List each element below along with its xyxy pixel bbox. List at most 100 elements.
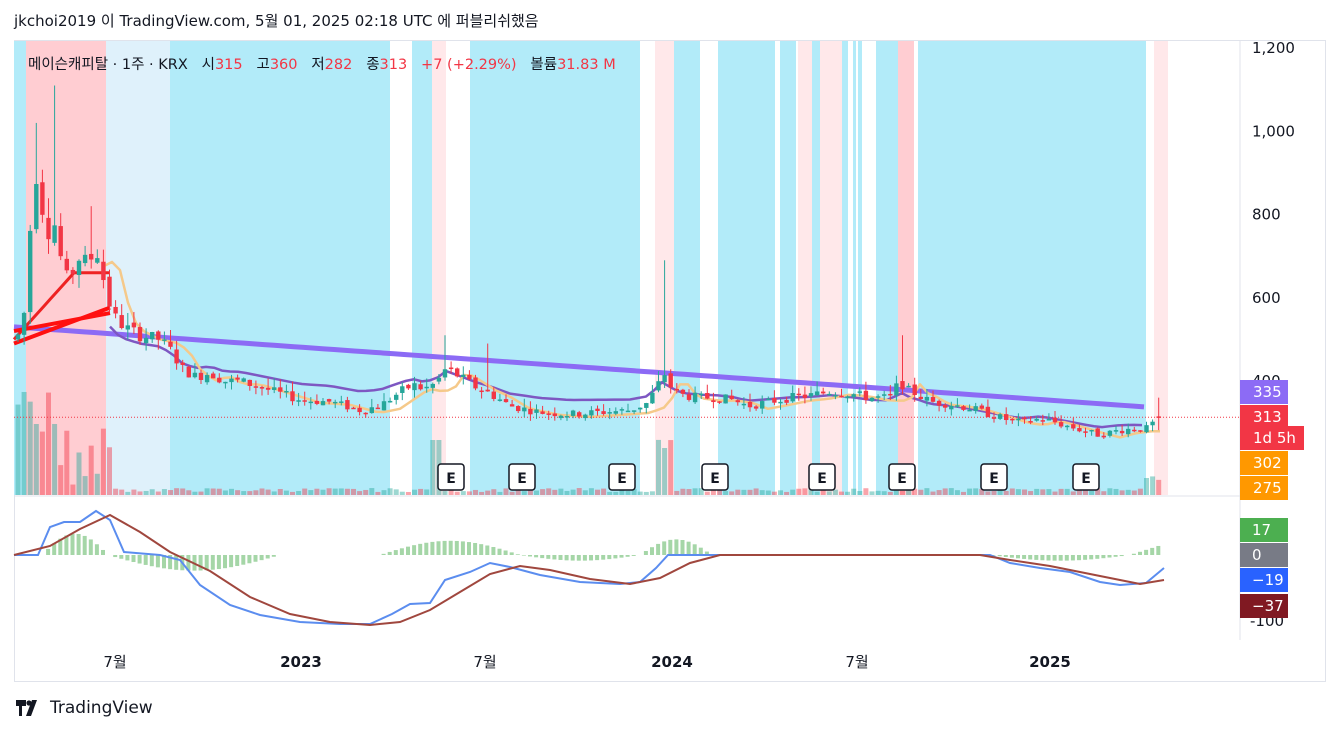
candle-body — [156, 331, 161, 340]
volume-bar — [1125, 489, 1131, 495]
macd-histogram-bar — [460, 541, 465, 555]
macd-histogram-bar — [643, 551, 648, 555]
volume-bar — [168, 490, 173, 495]
volume-bar — [1119, 490, 1125, 495]
candle-body — [58, 226, 63, 257]
volume-bar — [405, 491, 411, 495]
volume-bar — [143, 490, 149, 495]
volume-bar — [1015, 489, 1021, 495]
volume-bar — [21, 391, 27, 495]
candle-body — [991, 417, 997, 419]
volume-bar — [759, 490, 765, 495]
background-zones — [14, 41, 1168, 495]
price-tag-box — [1240, 405, 1288, 429]
macd-histogram-bar — [534, 555, 539, 558]
volume-bar — [381, 490, 387, 495]
volume-bar — [771, 491, 777, 495]
candle-body — [625, 410, 631, 413]
volume-bar — [839, 491, 844, 495]
macd-histogram-bar — [1034, 555, 1039, 560]
earnings-marker-label: E — [446, 471, 456, 487]
candle-body — [1046, 418, 1052, 421]
macd-histogram-bar — [88, 539, 93, 555]
volume-bar — [1095, 488, 1101, 495]
macd-histogram-bar — [521, 555, 526, 556]
macd-histogram-bar — [668, 539, 673, 555]
zone-band — [432, 41, 446, 495]
price-tag-label: 313 — [1253, 408, 1282, 426]
volume-bar — [1052, 491, 1058, 495]
time-tick-label: 2023 — [280, 653, 322, 671]
volume-bar — [387, 488, 393, 495]
volume-bar — [430, 440, 436, 495]
earnings-marker-box — [980, 463, 1008, 491]
volume-bar — [967, 488, 973, 495]
volume-bar — [1022, 489, 1027, 495]
volume-bar — [1046, 489, 1052, 495]
volume-bar — [1113, 488, 1119, 495]
candle-body — [497, 399, 503, 401]
volume-bar — [796, 488, 802, 495]
earnings-marker-label: E — [817, 471, 827, 487]
volume-bar — [131, 489, 137, 495]
volume-bar — [351, 488, 356, 495]
volume-bar — [704, 491, 710, 495]
volume-bar — [283, 490, 289, 495]
price-tick-label: 600 — [1252, 289, 1281, 307]
macd-signal-line — [13, 513, 1165, 627]
volume-bar — [277, 488, 283, 495]
zone-band — [898, 41, 914, 495]
volume-bar — [332, 488, 338, 495]
zone-band — [1154, 41, 1168, 495]
candle-body — [1077, 428, 1082, 432]
long-moving-average — [13, 324, 1145, 410]
candle-body — [979, 405, 984, 409]
volume-bar — [1028, 491, 1034, 495]
volume-bar — [625, 491, 631, 495]
zone-band — [483, 41, 640, 495]
volume-bar — [649, 491, 655, 495]
candle-body — [601, 411, 606, 414]
high-label: 고 — [256, 57, 270, 73]
earnings-marker-label: E — [897, 471, 907, 487]
candle-body — [692, 392, 698, 403]
candle-body — [1113, 430, 1119, 432]
volume-bar — [741, 489, 747, 495]
macd-histogram-bar — [1028, 555, 1033, 560]
candle-body — [699, 393, 704, 396]
symbol-name: 메이슨캐피탈 · 1주 · KRX — [28, 57, 188, 73]
volume-bar — [747, 489, 753, 495]
candle-body — [1040, 420, 1045, 422]
candle-body — [40, 182, 45, 215]
volume-bar — [442, 491, 448, 495]
volume-bar — [326, 488, 332, 495]
macd-histogram-bar — [595, 555, 600, 561]
volume-bar — [863, 488, 869, 495]
candle-body — [15, 334, 21, 340]
candle-body — [168, 341, 173, 347]
candle-body — [351, 407, 356, 410]
volume-bar — [70, 484, 76, 495]
candle-body — [491, 391, 496, 399]
tradingview-logo[interactable]: TradingView — [16, 698, 153, 718]
candle-body — [412, 383, 417, 391]
candle-body — [1138, 430, 1143, 432]
macd-histogram-bar — [241, 555, 246, 565]
volume-bar — [369, 488, 375, 495]
macd-histogram-bar — [564, 555, 569, 561]
candle-body — [808, 393, 814, 397]
macd-histogram-bar — [406, 546, 410, 555]
volume-bar — [674, 490, 680, 495]
volume-bar — [222, 490, 228, 495]
volume-bar — [448, 488, 454, 495]
earnings-marker: E — [808, 463, 836, 491]
volume-bar — [601, 488, 607, 495]
candle-body — [357, 407, 362, 413]
candle-body — [284, 391, 289, 393]
candle-body — [735, 400, 740, 403]
candle-body — [589, 410, 594, 416]
macd-histogram-bar — [113, 555, 118, 558]
volume-bar — [33, 424, 39, 495]
candle-body — [1016, 418, 1021, 421]
